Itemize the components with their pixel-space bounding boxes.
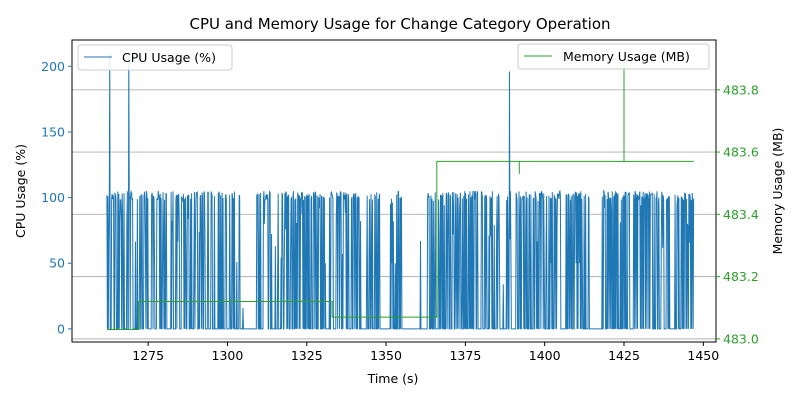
x-axis-label: Time (s) — [367, 371, 419, 386]
right-tick-label-483.8: 483.8 — [723, 82, 759, 97]
legend-cpu-box — [77, 44, 233, 71]
left-tick-label-0: 0 — [57, 321, 65, 336]
plot-frame — [71, 39, 717, 343]
right-tick-label-483.2: 483.2 — [723, 269, 759, 284]
legend-cpu: CPU Usage (%) — [77, 44, 233, 71]
legend-cpu-label: CPU Usage (%) — [122, 50, 216, 65]
memory-series-layer — [106, 58, 694, 331]
chart-title: CPU and Memory Usage for Change Category… — [189, 15, 610, 33]
cpu-usage-line — [106, 53, 695, 330]
left-tick-label-100: 100 — [41, 190, 65, 205]
left-axis-ticks: 0 50 100 150 200 — [41, 59, 72, 336]
left-tick-label-50: 50 — [49, 256, 65, 271]
right-axis-ticks: 483.0 483.2 483.4 483.6 483.8 — [716, 82, 759, 346]
x-tick-label-1450: 1450 — [687, 348, 719, 363]
legend-memory-box — [517, 43, 710, 70]
x-axis-ticks: 1275 1300 1325 1350 1375 1400 1425 1450 — [132, 342, 719, 363]
left-tick-label-150: 150 — [41, 124, 65, 139]
x-tick-label-1350: 1350 — [370, 348, 402, 363]
x-tick-label-1325: 1325 — [291, 348, 323, 363]
left-tick-label-200: 200 — [41, 59, 65, 74]
legend-memory-label: Memory Usage (MB) — [563, 49, 690, 64]
x-tick-label-1375: 1375 — [449, 348, 481, 363]
right-tick-label-483: 483.0 — [723, 331, 759, 346]
legend-memory: Memory Usage (MB) — [517, 43, 710, 70]
x-tick-label-1400: 1400 — [529, 348, 561, 363]
right-tick-label-483.4: 483.4 — [723, 207, 759, 222]
cpu-series-layer — [106, 53, 695, 330]
x-tick-label-1275: 1275 — [132, 348, 164, 363]
x-tick-label-1300: 1300 — [212, 348, 244, 363]
left-axis-label: CPU Usage (%) — [13, 144, 28, 238]
right-tick-label-483.6: 483.6 — [723, 145, 759, 160]
x-tick-label-1425: 1425 — [608, 348, 640, 363]
right-axis-label: Memory Usage (MB) — [770, 128, 785, 255]
memory-usage-line — [106, 58, 694, 331]
